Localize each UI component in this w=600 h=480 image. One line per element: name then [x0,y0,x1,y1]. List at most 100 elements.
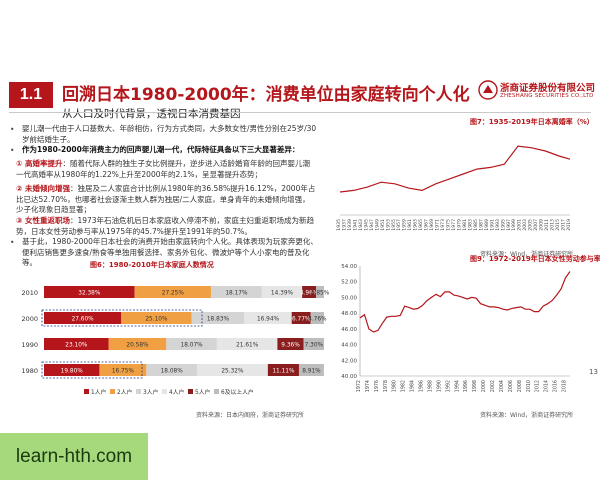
bullet-body-5: ：1973年石油危机后日本家庭收入停滞不前，家庭主妇重返职场成为新趋势，日本女性… [16,216,315,236]
legend-label: 6及以上人户 [221,388,254,396]
data-label: 4.76% [308,317,327,323]
x-tick-label: 1953 [385,219,391,231]
bar-segment [121,312,192,324]
bar-segment [44,364,100,376]
x-tick-label: 1998 [472,380,478,392]
data-label: 16.75% [112,369,135,375]
x-tick-label: 2011 [544,219,550,231]
data-label: 18.08% [161,369,184,375]
x-tick-label: 1977 [451,219,457,231]
x-tick-label: 1965 [418,219,424,231]
x-tick-label: 1937 [341,219,347,231]
bar-segment [291,312,311,324]
section-number-badge: 1.1 [9,82,53,108]
x-tick-label: 1935 [336,219,342,231]
x-tick-label: 2003 [522,219,528,231]
x-tick-label: 1955 [391,219,397,231]
bullet-text-2: 作为1980-2000年消费主力的回声婴儿潮一代，代际特征具备以下三大显著差异： [22,145,300,154]
bar-segment [244,312,292,324]
x-tick-label: 1943 [358,219,364,231]
x-tick-label: 1969 [429,219,435,231]
bullet-icon: • [10,146,15,155]
x-tick-label: 1973 [440,219,446,231]
data-label: 16.94% [257,317,280,323]
divorce-rate-chart: 1935 1937 1939 1941 1943 1945 1947 1949 1951 1953… [336,145,572,231]
company-name-en: ZHESHANG SECURITIES CO.,LTD [500,93,594,99]
bullet-text-3: ① 高婚率提升：随着代际人群的独生子女比例提升，逆步进入适龄婚育年龄的回声婴儿潮… [16,159,316,180]
bullet-text-4: ② 未婚倾向增强：独居及二人家庭合计比例从1980年的36.58%提升16.12… [16,184,316,216]
chart1-source: 资料来源：日本内阁府，浙商证券研究所 [196,412,305,419]
x-tick-label: 1984 [410,380,416,392]
x-tick-label: 1997 [506,219,512,231]
bullet-icon: • [10,238,15,247]
legend-label: 3人户 [143,388,158,396]
chart2-title: 图7：1935-2019年日本离婚率（%） [470,118,594,126]
company-logo-icon [478,80,498,100]
y-tick-label: 2010 [21,289,38,297]
female-labor-chart: 40.00 42.00 44.00 46.00 48.00 50.00 52.00 54.00… [341,264,571,392]
x-tick-label: 1979 [456,219,462,231]
data-label: 27.25% [162,291,185,297]
series-line [359,271,571,333]
bar-segment [302,286,317,298]
x-tick-label: 1993 [495,219,501,231]
x-tick-label: 1963 [413,219,419,231]
bar-segment [261,286,303,298]
y-tick-label: 1990 [21,341,38,349]
bar-segment [303,338,325,350]
x-tick-label: 2016 [553,380,559,392]
x-tick-label: 1947 [369,219,375,231]
x-tick-label: 1991 [489,219,495,231]
x-tick-label: 2000 [481,380,487,392]
data-label: 6.77% [292,317,311,323]
x-tick-label: 1974 [365,380,371,392]
bar-segment [166,338,217,350]
x-tick-label: 1949 [374,219,380,231]
x-tick-label: 2004 [499,380,505,392]
legend-label: 4人户 [169,388,184,396]
legend-swatch [188,389,193,394]
title-divider [9,112,591,113]
x-tick-label: 1995 [500,219,506,231]
chart1-title: 图6：1980-2010年日本家庭人数情况 [90,261,214,269]
data-label: 11.11% [272,369,295,375]
data-label: 18.07% [181,343,204,349]
y-tick-label: 42.00 [341,358,357,364]
x-tick-label: 1980 [392,380,398,392]
bar-segment [108,338,167,350]
data-label: 2.85% [311,291,330,297]
data-label: 23.10% [65,343,88,349]
x-tick-label: 2009 [539,219,545,231]
bar-segment [298,364,324,376]
y-tick-label: 46.00 [341,327,357,333]
page-number: 13 [589,368,598,376]
x-tick-label: 1992 [445,380,451,392]
bullet-label-3: ① 高婚率提升 [16,159,63,168]
y-tick-label: 2000 [21,315,38,323]
x-tick-label: 1986 [419,380,425,392]
x-tick-label: 1987 [478,219,484,231]
data-label: 21.61% [236,343,259,349]
data-label: 14.39% [271,291,294,297]
x-tick-label: 1978 [383,380,389,392]
data-label: 27.60% [72,317,95,323]
y-tick-label: 50.00 [341,295,357,301]
data-label: 18.17% [225,291,248,297]
x-tick-label: 1988 [427,380,433,392]
data-label: 25.32% [221,369,244,375]
bar-segment [146,364,197,376]
y-tick-label: 52.00 [341,280,357,286]
x-tick-label: 2019 [566,219,572,231]
page-title: 回溯日本1980-2000年：消费单位由家庭转向个人化 [62,85,470,105]
bar-segment [191,312,245,324]
x-tick-label: 1999 [511,219,517,231]
data-label: 25.10% [145,317,168,323]
data-label: 4.96% [300,291,319,297]
highlight-box [41,309,203,327]
bullet-body-4: ：独居及二人家庭合计比例从1980年的36.58%提升16.12%，2000年占… [16,184,316,215]
legend-swatch [136,389,141,394]
x-tick-label: 2008 [517,380,523,392]
bullet-label-4: ② 未婚倾向增强 [16,184,70,193]
x-tick-label: 1959 [402,219,408,231]
bar-segment [277,338,304,350]
